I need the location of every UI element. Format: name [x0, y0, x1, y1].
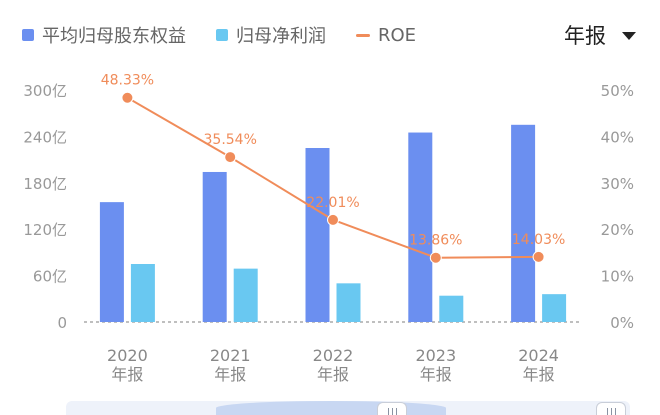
legend-item-net-profit[interactable]: 归母净利润	[216, 22, 326, 48]
roe-line	[126, 96, 539, 259]
bar-equity	[511, 124, 536, 322]
caret-down-icon	[622, 31, 636, 40]
legend-item-roe[interactable]: ROE	[356, 25, 416, 46]
roe-data-label: 14.03%	[512, 232, 565, 248]
legend-label-equity: 平均归母股东权益	[42, 26, 186, 47]
bar-equity	[99, 202, 124, 322]
left-axis-tick-label: 60亿	[33, 268, 67, 286]
bar-net-profit	[336, 283, 361, 322]
x-axis-category-label: 2020	[107, 346, 148, 365]
roe-data-label: 48.33%	[101, 73, 154, 89]
x-axis-category-label: 年报	[317, 365, 349, 384]
chart-legend: 平均归母股东权益 归母净利润 ROE	[22, 20, 416, 50]
right-axis-tick-label: 10%	[601, 268, 634, 286]
bar-net-profit	[439, 295, 464, 322]
legend-label-net-profit: 归母净利润	[236, 26, 326, 47]
roe-point	[121, 91, 134, 104]
roe-data-label: 22.01%	[306, 195, 359, 211]
x-axis-category-label: 年报	[214, 365, 246, 384]
roe-point	[327, 213, 339, 226]
roe-swatch	[356, 33, 370, 37]
bar-net-profit	[130, 264, 155, 322]
x-axis-category-label: 年报	[111, 365, 143, 384]
range-slider-right-handle[interactable]	[596, 402, 626, 415]
legend-item-equity[interactable]: 平均归母股东权益	[22, 22, 186, 48]
range-slider-track[interactable]	[66, 401, 630, 415]
legend-label-roe: ROE	[378, 24, 417, 46]
period-dropdown[interactable]: 年报	[564, 20, 636, 50]
bar-equity	[408, 132, 433, 322]
left-axis-tick-label: 0	[57, 314, 67, 332]
x-axis-category-label: 2021	[210, 346, 251, 365]
equity-swatch	[22, 29, 34, 41]
x-axis-category-label: 2023	[415, 346, 456, 365]
x-axis-category-label: 2024	[518, 346, 559, 365]
x-axis-category-label: 年报	[523, 365, 555, 384]
right-axis-tick-label: 0%	[610, 314, 634, 332]
left-axis-tick-label: 240亿	[23, 128, 67, 146]
right-axis-tick-label: 50%	[601, 82, 634, 100]
roe-point	[224, 151, 237, 164]
roe-point	[532, 250, 545, 263]
bar-net-profit	[542, 294, 567, 322]
bar-equity	[305, 148, 330, 322]
chart-plot: 0 60亿 120亿 180亿 240亿 300亿 0% 10% 20% 30% 40% 50% 48.…	[23, 73, 634, 384]
left-axis-tick-label: 300亿	[23, 82, 67, 100]
bar-net-profit	[233, 268, 258, 322]
bar-equity	[202, 171, 227, 322]
roe-data-label: 35.54%	[204, 132, 257, 148]
range-slider-left-handle[interactable]	[377, 402, 407, 415]
right-axis-tick-label: 40%	[601, 128, 634, 146]
x-axis-category-label: 年报	[420, 365, 452, 384]
net-profit-swatch	[216, 29, 228, 41]
right-axis-tick-label: 30%	[601, 175, 634, 193]
roe-data-label: 13.86%	[409, 233, 462, 249]
period-dropdown-value: 年报	[564, 24, 606, 48]
left-axis-tick-label: 180亿	[23, 175, 67, 193]
roe-point	[429, 251, 442, 264]
range-slider-preview	[216, 401, 446, 415]
right-axis-tick-label: 20%	[601, 221, 634, 239]
left-axis-tick-label: 120亿	[23, 221, 67, 239]
x-axis-category-label: 2022	[313, 346, 354, 365]
